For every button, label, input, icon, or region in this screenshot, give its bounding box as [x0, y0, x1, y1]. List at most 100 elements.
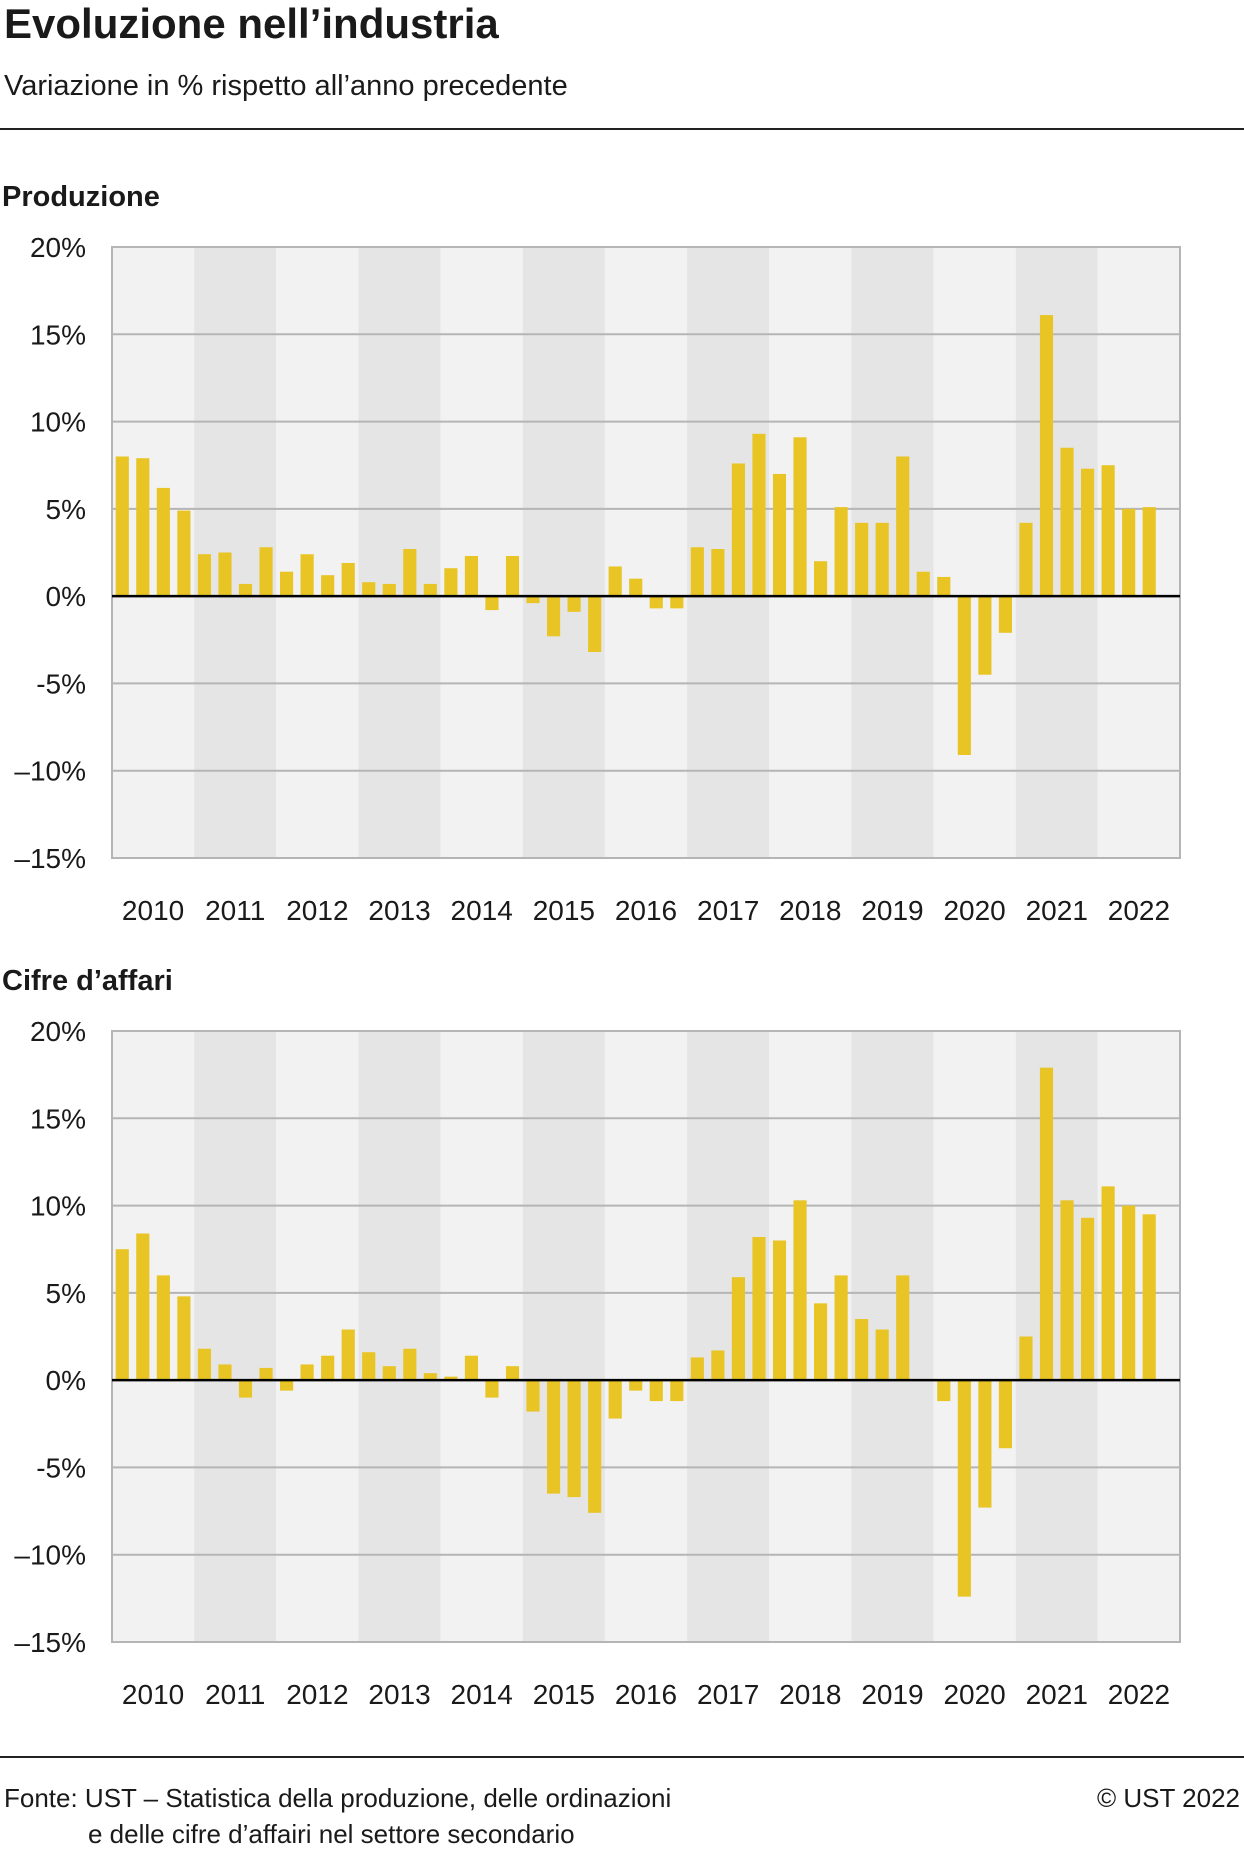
bar — [608, 1380, 622, 1419]
bar — [177, 1296, 191, 1381]
bar — [300, 554, 314, 597]
bar — [1060, 1200, 1074, 1381]
bar — [115, 1249, 129, 1381]
y-tick-label: 0% — [46, 1365, 86, 1396]
bar — [362, 582, 376, 597]
bar — [998, 1380, 1012, 1449]
x-tick-label: 2012 — [286, 1679, 348, 1710]
bar — [670, 1380, 684, 1402]
year-band-2013 — [358, 1031, 441, 1642]
bar — [1081, 468, 1095, 597]
x-tick-label: 2022 — [1108, 895, 1170, 926]
y-tick-label: –10% — [14, 756, 86, 787]
chart-title: Produzione — [2, 181, 160, 213]
plot-frame — [111, 246, 1181, 859]
bar — [588, 596, 602, 653]
bar — [382, 1366, 396, 1381]
bar — [629, 578, 643, 597]
bar — [526, 596, 540, 604]
y-tick-label: 20% — [30, 1016, 86, 1047]
bar — [423, 583, 437, 597]
bar — [464, 555, 478, 597]
x-tick-label: 2012 — [286, 895, 348, 926]
bar — [814, 561, 828, 597]
bar — [1039, 1067, 1054, 1381]
bar — [382, 583, 396, 597]
year-band-2016 — [604, 247, 688, 858]
bar — [444, 568, 458, 597]
page-title: Evoluzione nell’industria — [4, 0, 499, 47]
bar — [238, 1380, 253, 1398]
bar — [321, 1355, 335, 1381]
bar — [505, 555, 520, 597]
y-tick-label: 10% — [30, 1191, 86, 1222]
bar — [855, 522, 869, 597]
bar — [321, 575, 335, 597]
x-tick-label: 2016 — [615, 1679, 677, 1710]
bar — [690, 1357, 704, 1381]
y-tick-label: 15% — [30, 1103, 86, 1134]
bar — [115, 456, 129, 597]
bar — [978, 1380, 992, 1508]
production-chart: Produzione 20% 15% 10% 5% 0% -5% –10% –15% 2010 20… — [2, 181, 1181, 926]
chart-title: Cifre d’affari — [2, 965, 173, 997]
x-tick-label: 2013 — [368, 895, 430, 926]
footer-copyright: © UST 2022 — [1097, 1783, 1240, 1813]
bar — [957, 596, 971, 756]
y-tick-label: 5% — [46, 494, 86, 525]
x-tick-label: 2022 — [1108, 1679, 1170, 1710]
bar — [423, 1373, 437, 1381]
bar — [567, 1380, 581, 1498]
year-band-2011 — [194, 1031, 277, 1642]
footer-source: Fonte: UST – Statistica della produzione… — [4, 1780, 671, 1852]
bar — [998, 596, 1012, 633]
bar — [937, 1380, 951, 1402]
x-tick-label: 2019 — [861, 1679, 923, 1710]
bar — [916, 571, 930, 597]
year-band-2016 — [604, 1031, 688, 1642]
bar — [937, 576, 951, 597]
bar — [731, 1277, 745, 1381]
bar — [649, 1380, 663, 1402]
bar — [547, 1380, 561, 1494]
bar — [1142, 507, 1156, 597]
x-tick-label: 2021 — [1026, 1679, 1088, 1710]
header-divider — [0, 128, 1244, 130]
bar — [896, 1275, 910, 1381]
x-tick-label: 2015 — [533, 895, 595, 926]
bar — [978, 596, 992, 675]
bar — [875, 522, 889, 597]
bar — [197, 1348, 211, 1381]
bar — [1101, 1186, 1115, 1381]
x-tick-label: 2021 — [1026, 895, 1088, 926]
bar — [341, 562, 355, 597]
year-band-2015 — [522, 247, 605, 858]
y-tick-label: –15% — [14, 1627, 86, 1658]
bar — [136, 458, 150, 597]
bar — [485, 596, 499, 611]
bar — [875, 1329, 889, 1381]
bar — [1060, 447, 1074, 597]
bar — [505, 1366, 520, 1381]
x-tick-label: 2020 — [943, 895, 1005, 926]
bar — [855, 1319, 869, 1381]
x-tick-label: 2010 — [122, 1679, 184, 1710]
y-tick-label: 5% — [46, 1278, 86, 1309]
y-tick-label: 0% — [46, 581, 86, 612]
bar — [814, 1303, 828, 1381]
x-tick-label: 2010 — [122, 895, 184, 926]
y-tick-label: 20% — [30, 232, 86, 263]
bar — [711, 549, 725, 597]
bar — [156, 487, 170, 597]
x-tick-label: 2014 — [451, 1679, 513, 1710]
x-tick-label: 2011 — [205, 895, 265, 926]
bar — [280, 1380, 294, 1391]
bar — [1122, 1205, 1136, 1381]
bar — [690, 547, 704, 597]
bar — [1039, 315, 1054, 597]
year-band-2015 — [522, 1031, 605, 1642]
bar — [280, 571, 294, 597]
bar — [793, 437, 807, 597]
footer-source-line2: e delle cifre d’affairi nel settore seco… — [88, 1819, 575, 1849]
x-tick-label: 2016 — [615, 895, 677, 926]
